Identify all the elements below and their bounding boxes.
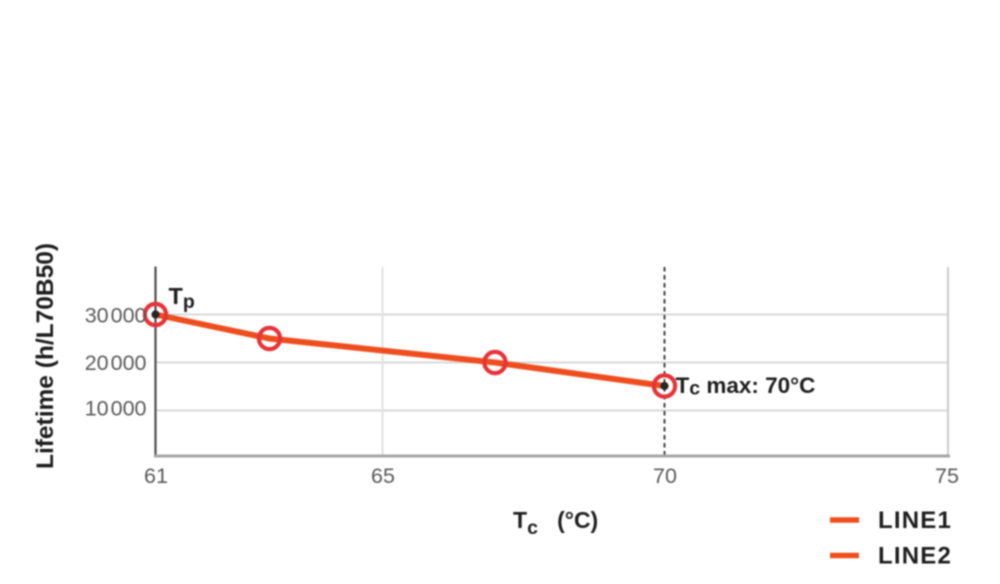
svg-text:61: 61 [144,464,168,488]
svg-text:10000: 10000 [85,397,147,421]
svg-text:LINE2: LINE2 [878,543,952,570]
svg-text:70: 70 [653,464,677,488]
svg-text:Tc max: 70°C: Tc max: 70°C [676,373,816,400]
svg-text:65: 65 [371,464,395,488]
svg-text:LINE1: LINE1 [878,507,952,534]
svg-text:30000: 30000 [85,304,147,328]
svg-text:20000: 20000 [85,351,147,375]
svg-text:75: 75 [935,464,959,488]
svg-text:Tp: Tp [169,283,195,313]
svg-text:Lifetime (h/L70B50): Lifetime (h/L70B50) [32,243,59,469]
svg-text:Tc (°C): Tc (°C) [513,507,598,539]
